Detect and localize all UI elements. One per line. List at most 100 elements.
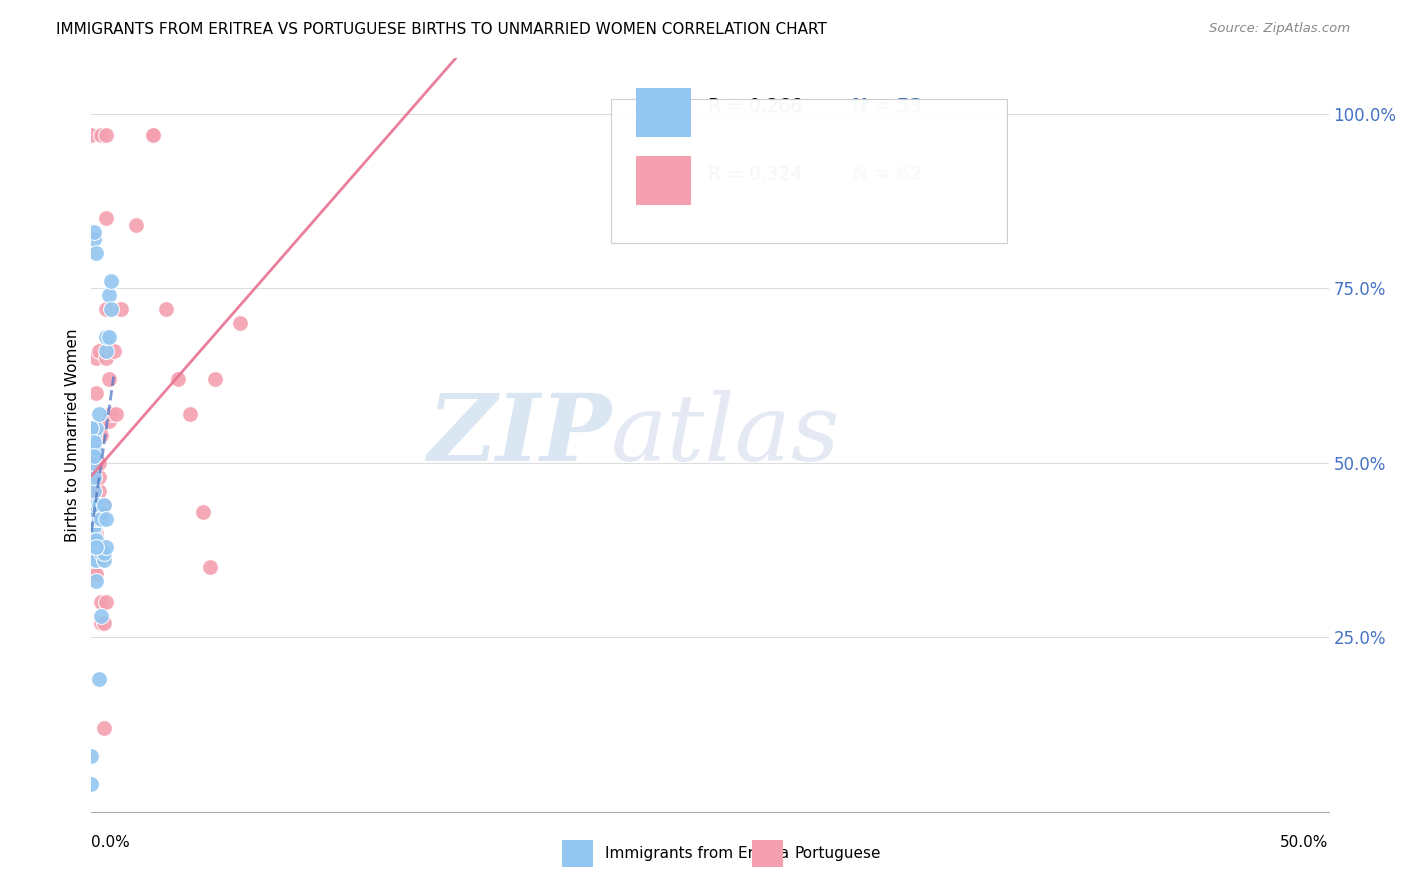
Point — [87, 344, 110, 359]
Point — [83, 511, 105, 525]
Point — [96, 344, 118, 359]
Point — [80, 456, 103, 470]
Point — [83, 434, 105, 449]
Point — [110, 302, 132, 317]
Point — [86, 553, 108, 567]
Point — [100, 302, 122, 317]
Point — [83, 553, 105, 567]
Point — [93, 721, 115, 735]
Point — [86, 491, 108, 505]
Point — [90, 616, 112, 631]
Text: N = 62: N = 62 — [852, 165, 922, 184]
Point — [83, 442, 105, 456]
Text: R = 0.266: R = 0.266 — [707, 97, 801, 116]
Point — [83, 483, 105, 498]
Bar — [636, 156, 692, 205]
Point — [83, 540, 105, 554]
Point — [80, 421, 103, 435]
Point — [80, 533, 103, 547]
Point — [83, 525, 105, 540]
Point — [83, 511, 105, 525]
Point — [105, 407, 128, 421]
Point — [86, 351, 108, 365]
Point — [80, 505, 103, 519]
Point — [96, 351, 118, 365]
Point — [96, 595, 118, 609]
Point — [80, 511, 103, 525]
Point — [80, 501, 103, 516]
Point — [86, 498, 108, 512]
Point — [93, 498, 115, 512]
Text: 50.0%: 50.0% — [1281, 836, 1329, 850]
Point — [83, 428, 105, 442]
Point — [100, 274, 122, 288]
Point — [80, 518, 103, 533]
Point — [191, 505, 214, 519]
Point — [142, 128, 165, 142]
Point — [86, 540, 108, 554]
Point — [179, 407, 201, 421]
Point — [83, 533, 105, 547]
Point — [93, 547, 115, 561]
Point — [83, 498, 105, 512]
Bar — [636, 88, 692, 137]
Point — [204, 372, 226, 386]
FancyBboxPatch shape — [612, 99, 1007, 243]
Point — [96, 330, 118, 344]
Point — [86, 567, 108, 582]
Point — [86, 386, 108, 401]
Point — [87, 407, 110, 421]
Point — [83, 525, 105, 540]
Point — [100, 407, 122, 421]
Point — [83, 540, 105, 554]
Point — [86, 511, 108, 525]
Point — [96, 540, 118, 554]
Point — [83, 469, 105, 483]
Point — [80, 515, 103, 529]
Point — [83, 518, 105, 533]
Point — [125, 219, 148, 233]
Point — [80, 498, 103, 512]
Text: Immigrants from Eritrea: Immigrants from Eritrea — [605, 847, 789, 861]
Point — [167, 372, 190, 386]
Point — [86, 246, 108, 260]
Point — [90, 511, 112, 525]
Point — [90, 595, 112, 609]
Point — [83, 547, 105, 561]
Point — [87, 498, 110, 512]
Point — [93, 498, 115, 512]
Point — [90, 498, 112, 512]
Point — [97, 414, 120, 428]
Point — [90, 128, 112, 142]
Point — [87, 469, 110, 483]
Point — [83, 449, 105, 463]
Point — [87, 483, 110, 498]
Point — [80, 525, 103, 540]
Text: 0.0%: 0.0% — [91, 836, 131, 850]
Point — [87, 553, 110, 567]
Point — [83, 505, 105, 519]
Point — [93, 553, 115, 567]
Point — [86, 456, 108, 470]
Y-axis label: Births to Unmarried Women: Births to Unmarried Women — [65, 328, 80, 541]
Point — [86, 574, 108, 589]
Text: R = 0.324: R = 0.324 — [707, 165, 801, 184]
Point — [86, 540, 108, 554]
Point — [198, 560, 221, 574]
Point — [83, 518, 105, 533]
Point — [83, 232, 105, 246]
Text: Portuguese: Portuguese — [794, 847, 882, 861]
Point — [80, 505, 103, 519]
Point — [80, 128, 103, 142]
Point — [83, 547, 105, 561]
Point — [86, 421, 108, 435]
Point — [93, 616, 115, 631]
Point — [80, 518, 103, 533]
Point — [83, 483, 105, 498]
Point — [90, 609, 112, 624]
Point — [90, 505, 112, 519]
Point — [229, 316, 252, 330]
Point — [87, 456, 110, 470]
Text: Source: ZipAtlas.com: Source: ZipAtlas.com — [1209, 22, 1350, 36]
Point — [96, 211, 118, 226]
